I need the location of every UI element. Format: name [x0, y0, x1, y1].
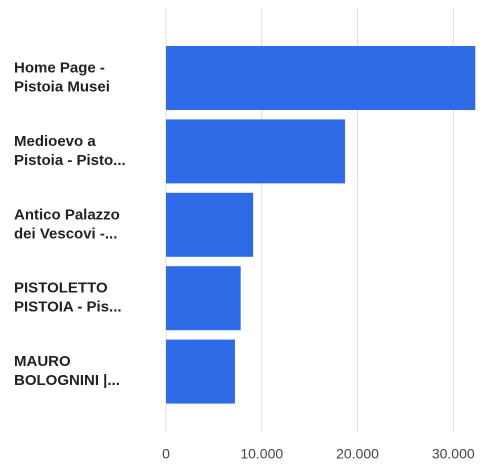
bar: [166, 192, 254, 257]
label-line: Antico Palazzo: [14, 206, 120, 223]
y-tick-label: Medioevo a Pistoia - Pisto...: [14, 133, 126, 169]
x-tick-label: 20.000: [336, 446, 379, 462]
label-line: PISTOIA - Pis...: [14, 299, 122, 316]
x-tick-label: 10.000: [240, 446, 283, 462]
y-tick-label: MAURO BOLOGNINI |...: [14, 353, 120, 389]
bar: [166, 266, 241, 331]
label-line: Pistoia - Pisto...: [14, 152, 126, 169]
bar: [166, 46, 476, 110]
label-line: Pistoia Musei: [14, 78, 110, 95]
label-line: BOLOGNINI |...: [14, 372, 120, 389]
label-line: PISTOLETTO: [14, 280, 108, 297]
bar: [166, 119, 346, 184]
y-tick-label: Antico Palazzo dei Vescovi -...: [14, 206, 120, 242]
x-tick-label: 30.000: [432, 446, 475, 462]
x-tick-label: 0: [162, 446, 170, 462]
y-tick-label: PISTOLETTO PISTOIA - Pis...: [14, 280, 122, 316]
label-line: dei Vescovi -...: [14, 225, 117, 242]
y-tick-label: Home Page - Pistoia Musei: [14, 59, 110, 95]
bar: [166, 339, 235, 404]
label-line: Home Page -: [14, 59, 105, 76]
label-line: MAURO: [14, 353, 71, 370]
label-line: Medioevo a: [14, 133, 96, 150]
